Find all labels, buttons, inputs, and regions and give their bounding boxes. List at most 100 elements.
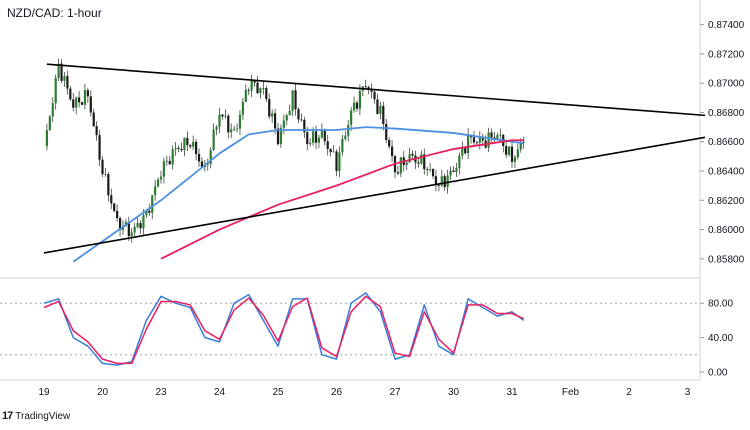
candle-body [221,114,224,117]
candle-body [507,146,511,155]
candle-body [250,80,253,91]
candle-body [244,89,247,102]
price-tick-label: 0.86200 [708,196,745,207]
candle-body [279,127,283,145]
time-tick-label: 25 [272,387,284,398]
time-tick-label: 30 [448,387,460,398]
candle-body [388,140,391,147]
candle-body [113,203,116,211]
price-tick-label: 0.86000 [708,225,745,236]
time-tick-label: 20 [97,387,109,398]
candle-body [516,149,519,158]
candle-body [133,226,136,233]
candle-body [116,210,119,218]
candle-body [399,157,402,174]
candle-body [238,114,242,129]
candle-body [118,217,122,231]
candle-body [253,80,256,83]
candle-body [496,135,499,139]
candle-body [271,113,274,117]
candle-body [505,146,508,155]
candle-body [341,138,344,153]
candle-body [168,160,171,165]
candle-body [282,120,285,128]
candle-body [92,112,95,127]
candle-body [151,195,154,213]
candle-body [426,169,429,170]
candle-body [63,76,66,81]
candle-body [200,161,204,168]
time-tick-label: 27 [389,387,401,398]
candle-body [446,175,449,188]
candle-body [329,148,332,153]
candle-body [376,99,379,114]
candle-body [449,170,452,176]
stochastic-tick-label: 0.00 [708,368,728,379]
candle-body [306,132,309,145]
candle-body [478,137,481,143]
candle-body [475,142,478,144]
candle-body [75,97,78,108]
price-tick-label: 0.87000 [708,79,745,90]
candle-body [332,151,335,153]
candle-body [139,223,142,229]
candle-body [440,176,443,186]
candle-body [78,97,81,103]
candle-body [408,153,411,163]
candle-body [519,142,522,150]
candle-body [458,155,461,169]
candle-body [288,110,291,116]
time-tick-label: 19 [38,387,50,398]
price-tick-label: 0.86400 [708,167,745,178]
candle-body [110,195,113,204]
candle-body [300,119,303,121]
candle-body [89,96,92,113]
candle-body [373,91,376,100]
candle-body [218,114,221,127]
candle-body [382,105,385,125]
grid [0,0,701,381]
candle-body [423,154,426,170]
tradingview-brand[interactable]: 17 TradingView [2,410,70,422]
candle-body [189,145,192,147]
candle-body [443,176,446,188]
candle-body [241,101,244,115]
candle-body [437,185,440,186]
price-tick-label: 0.86800 [708,108,745,119]
candle-body [429,168,432,170]
candle-body [130,232,133,237]
trendline-2 [43,136,706,254]
candle-body [344,135,347,139]
candle-body [431,168,435,177]
candle-body [467,134,470,154]
trendline-1 [46,63,706,117]
candle-body [312,131,315,143]
candle-body [347,124,350,136]
candle-body [297,109,300,120]
chart-title: NZD/CAD: 1-hour [7,6,102,20]
candle-body [452,170,455,173]
candle-body [303,119,306,133]
candle-body [370,89,373,92]
price-tick-label: 0.85800 [708,254,745,265]
price-tick-label: 0.87400 [708,20,745,31]
candle-body [338,152,341,171]
candle-body [127,222,130,237]
candle-body [174,147,177,150]
candle-body [183,137,186,151]
stochastic-line-2 [43,295,525,365]
candle-body [145,210,148,216]
candle-body [45,130,49,147]
stochastic-panel: 80.00 40.00 0.00 [0,292,733,379]
candle-body [317,137,321,143]
candle-body [209,150,212,165]
moving-average-line-1 [72,126,524,263]
axes: 0.87400 0.87200 0.87000 0.86800 0.86600 0.864… [38,20,744,398]
candle-body [247,89,250,91]
candle-body [227,115,230,133]
candle-body [80,102,84,105]
candle-body [165,160,168,162]
candle-body [420,154,423,164]
candle-body [522,141,525,143]
